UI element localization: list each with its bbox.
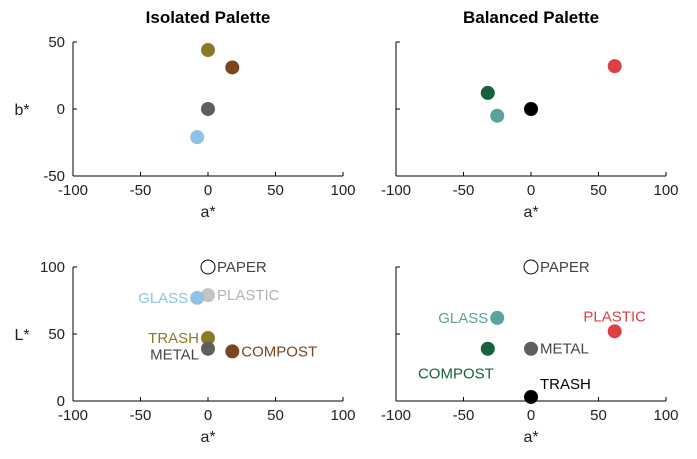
x-tick-label: 100: [330, 182, 355, 199]
y-tick-label: 100: [40, 259, 65, 276]
point-label: PLASTIC: [583, 308, 646, 325]
data-point: [607, 59, 622, 74]
data-point: [524, 102, 538, 116]
x-tick-label: 100: [653, 182, 678, 199]
point-label: PAPER: [217, 259, 267, 276]
x-axis-label: a*: [523, 429, 538, 446]
data-point: [201, 43, 215, 58]
point-label: METAL: [150, 347, 199, 364]
x-tick-label: 0: [204, 407, 212, 424]
panel-isolated-lightness: -100 -50 0 50 100 0 50 100 a* L* PAPER PLASTIC GLASS…: [14, 259, 355, 446]
x-tick-label: 50: [590, 407, 607, 424]
x-tick-label: 0: [204, 182, 212, 199]
x-tick-label: 0: [527, 182, 535, 199]
point-label: COMPOST: [241, 343, 317, 360]
x-tick-label: -100: [381, 182, 411, 199]
x-tick-label: 100: [330, 407, 355, 424]
x-axis-label: a*: [200, 429, 215, 446]
x-tick-label: -100: [58, 182, 88, 199]
x-tick-label: 50: [267, 407, 284, 424]
y-tick-label: -50: [43, 168, 65, 185]
x-tick-label: -50: [130, 407, 152, 424]
x-tick-label: -100: [381, 407, 411, 424]
x-tick-label: -50: [453, 182, 475, 199]
y-axis-label: L*: [14, 327, 29, 344]
x-axis-label: a*: [200, 204, 215, 221]
chart-title: Isolated Palette: [146, 8, 271, 27]
data-point: [200, 259, 216, 275]
chart-title: Balanced Palette: [463, 8, 599, 27]
data-point: [190, 290, 205, 305]
data-point: [480, 85, 495, 100]
x-tick-label: -100: [58, 407, 88, 424]
data-point: [490, 108, 505, 123]
x-tick-label: -50: [453, 407, 475, 424]
x-tick-label: 50: [267, 182, 284, 199]
y-tick-label: 50: [48, 326, 65, 343]
panel-balanced-lightness: -100 -50 0 50 100 a* PAPER GLASS PLASTIC METAL COM…: [381, 259, 679, 446]
data-point: [480, 341, 495, 356]
data-point: [524, 389, 538, 404]
point-label: TRASH: [148, 330, 199, 347]
x-axis-label: a*: [523, 204, 538, 221]
x-tick-label: 100: [653, 407, 678, 424]
data-point: [490, 310, 505, 325]
x-tick-label: 0: [527, 407, 535, 424]
data-point: [201, 102, 215, 116]
x-tick-label: -50: [130, 182, 152, 199]
x-tick-label: 50: [590, 182, 607, 199]
point-label: TRASH: [540, 376, 591, 393]
point-label: PLASTIC: [217, 287, 280, 304]
data-point: [607, 324, 622, 339]
data-point: [190, 130, 205, 145]
data-point: [523, 259, 539, 275]
data-point: [225, 344, 240, 359]
data-point: [201, 341, 215, 356]
point-label: GLASS: [438, 310, 488, 327]
point-label: METAL: [540, 341, 589, 358]
data-point: [201, 331, 215, 346]
y-axis-label: b*: [14, 102, 29, 119]
data-point: [524, 341, 538, 356]
panel-balanced-ab: Balanced Palette -100 -50 0 50 100 a*: [381, 8, 679, 221]
data-point: [201, 288, 215, 303]
y-tick-label: 50: [48, 34, 65, 51]
point-label: PAPER: [540, 259, 590, 276]
data-point: [225, 60, 240, 75]
y-tick-label: 0: [57, 101, 65, 118]
y-tick-label: 0: [57, 393, 65, 410]
point-label: COMPOST: [418, 366, 494, 383]
point-label: GLASS: [138, 290, 188, 307]
